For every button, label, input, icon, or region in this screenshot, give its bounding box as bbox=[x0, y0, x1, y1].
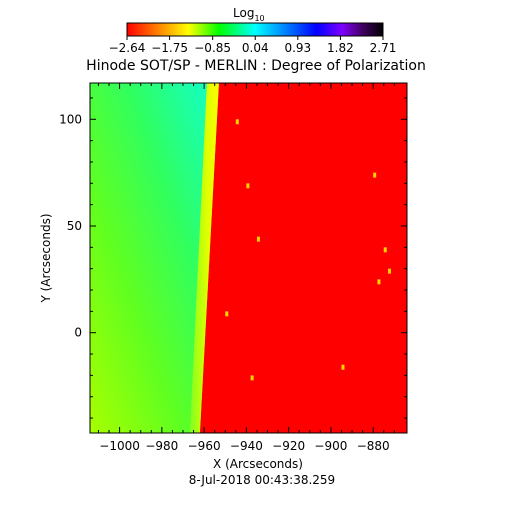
colorbar-title-sub: 10 bbox=[254, 14, 264, 23]
x-tick-label: −880 bbox=[357, 439, 390, 453]
x-axis: −1000 −980 −960 −940 −920 −900 −880 bbox=[97, 83, 395, 453]
plage-spot bbox=[246, 183, 250, 189]
plage-spot bbox=[341, 364, 345, 370]
colorbar-title-main: Log bbox=[233, 6, 254, 20]
colorbar-tick-label: 2.71 bbox=[370, 41, 397, 55]
plage-spot bbox=[250, 375, 254, 381]
plage-spot bbox=[387, 268, 391, 274]
colorbar-ticks: −2.64 −1.75 −0.85 0.04 0.93 1.82 2.71 bbox=[109, 36, 397, 55]
colorbar bbox=[126, 22, 384, 37]
chart-title: Hinode SOT/SP - MERLIN : Degree of Polar… bbox=[86, 58, 426, 74]
colorbar-tick-label: 0.04 bbox=[242, 41, 269, 55]
x-tick-label: −980 bbox=[145, 439, 178, 453]
x-tick-label: −900 bbox=[314, 439, 347, 453]
plage-spot bbox=[235, 119, 239, 125]
x-tick-label: −960 bbox=[188, 439, 221, 453]
y-tick-label: 0 bbox=[74, 326, 82, 340]
x-axis-label: X (Arcseconds) bbox=[213, 457, 303, 471]
off-disk-region bbox=[90, 83, 219, 433]
polarization-image bbox=[90, 83, 407, 433]
plage-spot bbox=[383, 247, 387, 253]
plage-spot bbox=[373, 172, 377, 178]
plage-spot bbox=[256, 236, 260, 242]
y-tick-label: 100 bbox=[59, 112, 82, 126]
colorbar-tick-label: 1.82 bbox=[327, 41, 354, 55]
limb-band bbox=[189, 83, 219, 433]
colorbar-tick-label: −1.75 bbox=[151, 41, 188, 55]
plot-frame bbox=[89, 82, 408, 434]
colorbar-tick-label: −0.85 bbox=[194, 41, 231, 55]
colorbar-tick-label: 0.93 bbox=[284, 41, 311, 55]
colorbar-title: Log10 bbox=[233, 6, 265, 23]
y-axis-label: Y (Arcseconds) bbox=[39, 213, 53, 303]
y-tick-label: 50 bbox=[67, 219, 82, 233]
plage-spots bbox=[225, 119, 391, 381]
x-tick-label: −920 bbox=[272, 439, 305, 453]
x-tick-label: −940 bbox=[230, 439, 263, 453]
y-axis: 0 50 100 bbox=[59, 97, 407, 419]
colorbar-tick-label: −2.64 bbox=[109, 41, 146, 55]
plage-spot bbox=[377, 279, 381, 285]
x-tick-label: −1000 bbox=[99, 439, 140, 453]
observation-date: 8-Jul-2018 00:43:38.259 bbox=[189, 473, 335, 487]
plage-spot bbox=[225, 311, 229, 317]
